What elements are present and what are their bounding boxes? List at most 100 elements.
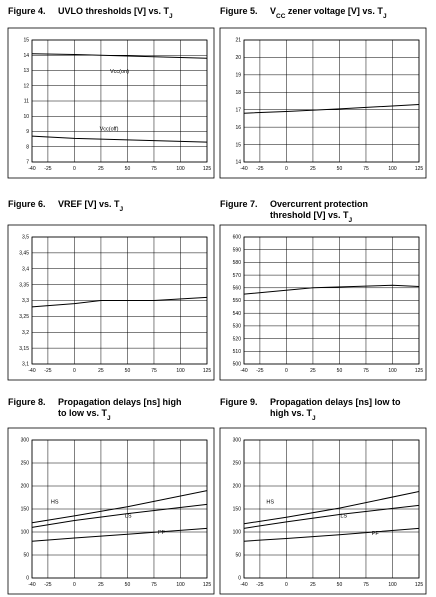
y-tick-label: 21 — [235, 38, 241, 44]
series-label: PF — [158, 530, 166, 536]
x-tick-label: 25 — [98, 368, 104, 374]
x-tick-label: -40 — [28, 368, 35, 374]
x-tick-label: -25 — [44, 166, 51, 172]
x-tick-label: 0 — [285, 582, 288, 588]
y-tick-label: 580 — [233, 260, 242, 266]
y-tick-label: 3,35 — [19, 282, 29, 288]
x-tick-label: 25 — [310, 582, 316, 588]
data-line — [243, 504, 420, 529]
plot-frame — [243, 236, 420, 365]
title-subscript: J — [107, 415, 111, 422]
y-tick-label: 3,45 — [19, 251, 29, 257]
figure-title: Propagation delays [ns] high — [58, 397, 182, 407]
y-tick-label: 50 — [235, 553, 241, 559]
x-tick-label: 125 — [415, 166, 424, 172]
y-tick-label: 150 — [21, 507, 30, 513]
y-tick-label: 15 — [23, 38, 29, 44]
y-tick-label: 3,5 — [22, 235, 29, 241]
y-tick-label: 18 — [235, 90, 241, 96]
y-tick-label: 14 — [235, 160, 241, 166]
y-tick-label: 20 — [235, 55, 241, 61]
x-tick-label: 50 — [337, 368, 343, 374]
y-tick-label: 100 — [233, 530, 242, 536]
y-tick-label: 16 — [235, 125, 241, 131]
y-tick-label: 14 — [23, 53, 29, 59]
figure-title: VCC zener voltage [V] vs. TJ — [270, 6, 387, 20]
y-tick-label: 560 — [233, 286, 242, 292]
panel-frame — [7, 427, 215, 595]
x-tick-label: 25 — [310, 368, 316, 374]
y-tick-label: 250 — [233, 461, 242, 467]
series-label: PF — [372, 531, 380, 537]
x-tick-label: 125 — [415, 368, 424, 374]
y-tick-label: 7 — [26, 160, 29, 166]
title-subscript: J — [383, 13, 387, 20]
figure-title: VREF [V] vs. TJ — [58, 199, 124, 213]
x-tick-label: -25 — [44, 582, 51, 588]
y-tick-label: 300 — [21, 438, 30, 444]
x-tick-label: 125 — [203, 582, 212, 588]
y-tick-label: 12 — [23, 83, 29, 89]
y-tick-label: 10 — [23, 114, 29, 120]
y-tick-label: 250 — [21, 461, 30, 467]
figure-title: high vs. TJ — [270, 408, 316, 422]
figure-title: Propagation delays [ns] low to — [270, 397, 401, 407]
title-text: threshold [V] vs. T — [270, 210, 349, 220]
y-tick-label: 15 — [235, 142, 241, 148]
x-tick-label: 100 — [388, 582, 397, 588]
figure-title: threshold [V] vs. TJ — [270, 210, 353, 224]
figure-label: Figure 6. — [8, 199, 46, 209]
x-tick-label: -25 — [44, 368, 51, 374]
y-tick-label: 590 — [233, 247, 242, 253]
x-tick-label: 50 — [337, 582, 343, 588]
title-text: Propagation delays [ns] high — [58, 397, 182, 407]
figure-label: Figure 7. — [220, 199, 258, 209]
y-tick-label: 50 — [23, 553, 29, 559]
series-label: Vcc(off) — [100, 126, 119, 132]
series-label: Vcc(on) — [110, 69, 129, 75]
title-text: VREF [V] vs. T — [58, 199, 120, 209]
x-tick-label: 0 — [73, 368, 76, 374]
panel-frame — [219, 224, 427, 381]
y-tick-label: 510 — [233, 349, 242, 355]
x-tick-label: 125 — [203, 368, 212, 374]
x-tick-label: -25 — [256, 368, 263, 374]
x-tick-label: 100 — [176, 166, 185, 172]
x-tick-label: 75 — [363, 582, 369, 588]
y-tick-label: 200 — [233, 484, 242, 490]
x-tick-label: 75 — [151, 166, 157, 172]
y-tick-label: 3,15 — [19, 346, 29, 352]
x-tick-label: -40 — [240, 582, 247, 588]
figure-label: Figure 8. — [8, 397, 46, 407]
data-line — [243, 284, 420, 295]
figure-label: Figure 9. — [220, 397, 258, 407]
x-tick-label: 125 — [203, 166, 212, 172]
title-text: UVLO thresholds [V] vs. T — [58, 6, 170, 16]
x-tick-label: 50 — [125, 582, 131, 588]
x-tick-label: 0 — [285, 368, 288, 374]
x-tick-label: -25 — [256, 166, 263, 172]
y-tick-label: 530 — [233, 324, 242, 330]
title-text: V — [270, 6, 276, 16]
title-text: high vs. T — [270, 408, 313, 418]
x-tick-label: -40 — [240, 166, 247, 172]
y-tick-label: 570 — [233, 273, 242, 279]
data-line — [31, 490, 208, 524]
figure-title: to low vs. TJ — [58, 408, 111, 422]
x-tick-label: 75 — [363, 166, 369, 172]
y-tick-label: 500 — [233, 362, 242, 368]
x-tick-label: 50 — [125, 166, 131, 172]
title-text: zener voltage [V] vs. T — [285, 6, 383, 16]
x-tick-label: 75 — [363, 368, 369, 374]
y-tick-label: 520 — [233, 336, 242, 342]
panel-frame — [219, 427, 427, 595]
y-tick-label: 13 — [23, 68, 29, 74]
y-tick-label: 9 — [26, 129, 29, 135]
y-tick-label: 11 — [24, 99, 29, 105]
data-line — [31, 503, 208, 528]
figure-label: Figure 5. — [220, 6, 258, 16]
y-tick-label: 540 — [233, 311, 242, 317]
panel-frame — [219, 27, 427, 179]
plot-frame — [243, 439, 420, 579]
